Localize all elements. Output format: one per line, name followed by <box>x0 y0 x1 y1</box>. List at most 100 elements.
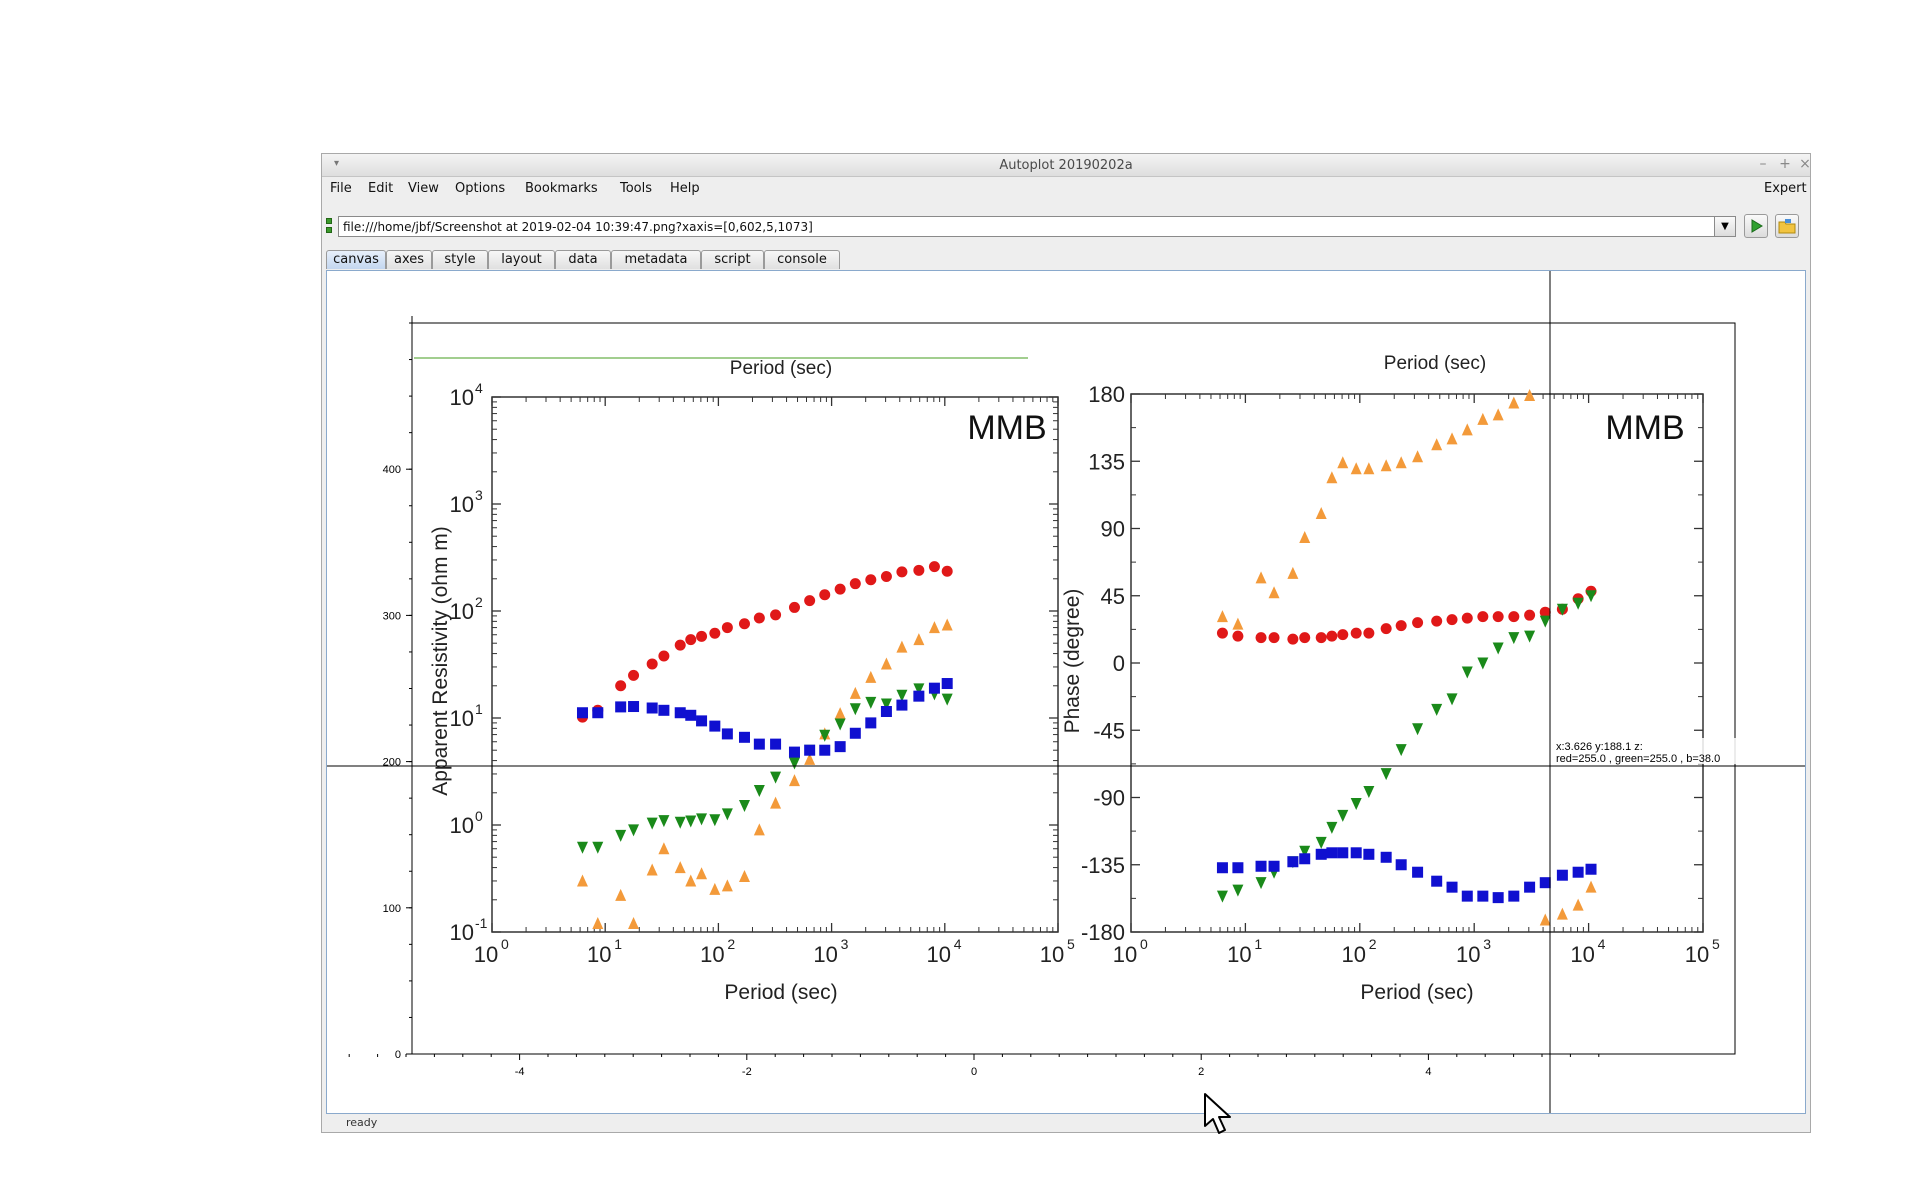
triangle-marker <box>1524 388 1536 401</box>
minimize-button[interactable]: – <box>1759 156 1767 172</box>
triangle-marker <box>1492 408 1504 421</box>
triangle-marker <box>928 621 940 634</box>
crosshair-readout-line2: red=255.0 , green=255.0 , b=38.0 <box>1556 753 1720 765</box>
triangle-down-marker <box>1539 615 1551 628</box>
url-history-dropdown[interactable]: ▼ <box>1714 216 1736 237</box>
tab-console[interactable]: console <box>764 250 840 269</box>
square-marker <box>1299 853 1311 865</box>
menu-view[interactable]: View <box>408 181 439 196</box>
circle-marker <box>1539 606 1551 618</box>
data-source-icon[interactable] <box>326 218 333 236</box>
outer-y-tick-label: 100 <box>383 903 401 915</box>
square-marker <box>576 707 588 719</box>
triangle-marker <box>1585 880 1597 893</box>
triangle-down-marker <box>685 815 697 828</box>
circle-marker <box>788 601 800 613</box>
triangle-marker <box>1315 507 1327 520</box>
square-marker <box>1350 847 1362 859</box>
tab-style[interactable]: style <box>432 250 488 269</box>
square-marker <box>646 702 658 714</box>
triangle-down-marker <box>1363 786 1375 799</box>
menu-tools[interactable]: Tools <box>620 181 653 196</box>
circle-marker <box>674 639 686 651</box>
menu-bookmarks[interactable]: Bookmarks <box>525 181 598 196</box>
crosshair-readout-line1: x:3.626 y:188.1 z: <box>1556 741 1643 753</box>
url-input[interactable] <box>338 216 1736 237</box>
y-tick-exponent: 3 <box>475 487 483 503</box>
triangle-down-marker <box>1477 657 1489 670</box>
y-tick-label: 135 <box>1088 449 1125 474</box>
tab-axes[interactable]: axes <box>386 250 432 269</box>
title-bar[interactable]: ▾ Autoplot 20190202a – + × <box>322 154 1811 177</box>
triangle-marker <box>1268 586 1280 599</box>
circle-marker <box>1268 632 1280 644</box>
x-tick-exponent: 1 <box>1254 936 1262 952</box>
triangle-down-marker <box>1492 642 1504 655</box>
triangle-down-marker <box>788 757 800 770</box>
square-marker <box>1255 860 1267 872</box>
square-marker <box>1508 890 1520 902</box>
circle-marker <box>896 566 908 578</box>
x-tick-label: 10 <box>1227 942 1251 967</box>
square-marker <box>1315 848 1327 860</box>
triangle-marker <box>1431 438 1443 451</box>
square-marker <box>1431 875 1443 887</box>
y-tick-label: -45 <box>1093 718 1125 743</box>
square-marker <box>628 701 640 713</box>
x-tick-label: 10 <box>1342 942 1366 967</box>
y-tick-label: 0 <box>1113 651 1125 676</box>
x-tick-exponent: 1 <box>614 936 622 952</box>
status-bar: ready <box>346 1116 378 1129</box>
tab-canvas[interactable]: canvas <box>326 250 386 269</box>
outer-y-ticks: 0 100 200 300 400 <box>383 322 412 1061</box>
outer-x-tick-label: 4 <box>1425 1066 1431 1078</box>
open-file-button[interactable] <box>1775 214 1799 238</box>
x-tick-label: 10 <box>927 942 951 967</box>
y-tick-label: 90 <box>1101 517 1125 542</box>
triangle-down-marker <box>674 816 686 829</box>
triangle-down-marker <box>1255 877 1267 890</box>
maximize-button[interactable]: + <box>1779 156 1791 172</box>
triangle-down-marker <box>913 683 925 696</box>
outer-x-tick-label: -4 <box>515 1066 525 1078</box>
menu-options[interactable]: Options <box>455 181 506 196</box>
mouse-pointer-icon <box>1204 1093 1231 1134</box>
circle-marker <box>628 669 640 681</box>
tab-script[interactable]: script <box>701 250 764 269</box>
square-marker <box>696 715 708 727</box>
close-button[interactable]: × <box>1799 156 1811 172</box>
triangle-marker <box>896 640 908 653</box>
y-tick-label: 180 <box>1088 382 1125 407</box>
menu-file[interactable]: File <box>330 181 352 196</box>
triangle-marker <box>709 882 721 895</box>
triangle-down-marker <box>834 718 846 731</box>
circle-marker <box>1492 611 1504 623</box>
x-tick-label: 10 <box>813 942 837 967</box>
window-menu-icon[interactable]: ▾ <box>334 158 340 169</box>
expert-menu[interactable]: Expert <box>1764 181 1807 196</box>
left-image-axes <box>491 396 1059 933</box>
square-marker <box>685 709 697 721</box>
x-tick-label: 10 <box>1040 942 1064 967</box>
menu-edit[interactable]: Edit <box>368 181 394 196</box>
tab-layout[interactable]: layout <box>488 250 555 269</box>
menu-help[interactable]: Help <box>670 181 700 196</box>
triangle-marker <box>1326 471 1338 484</box>
y-tick-label: -180 <box>1081 920 1125 945</box>
triangle-down-marker <box>576 841 588 854</box>
triangle-down-marker <box>1337 809 1349 822</box>
triangle-down-marker <box>1395 744 1407 757</box>
triangle-marker <box>1287 566 1299 579</box>
tab-metadata[interactable]: metadata <box>611 250 701 269</box>
y-tick-label: 10 <box>450 706 474 731</box>
circle-marker <box>819 589 831 601</box>
tab-data[interactable]: data <box>555 250 611 269</box>
triangle-marker <box>1508 396 1520 409</box>
triangle-marker <box>1299 530 1311 543</box>
triangle-marker <box>615 888 627 901</box>
square-marker <box>1446 881 1458 893</box>
circle-marker <box>1524 609 1536 621</box>
plot-go-button[interactable] <box>1744 214 1768 238</box>
